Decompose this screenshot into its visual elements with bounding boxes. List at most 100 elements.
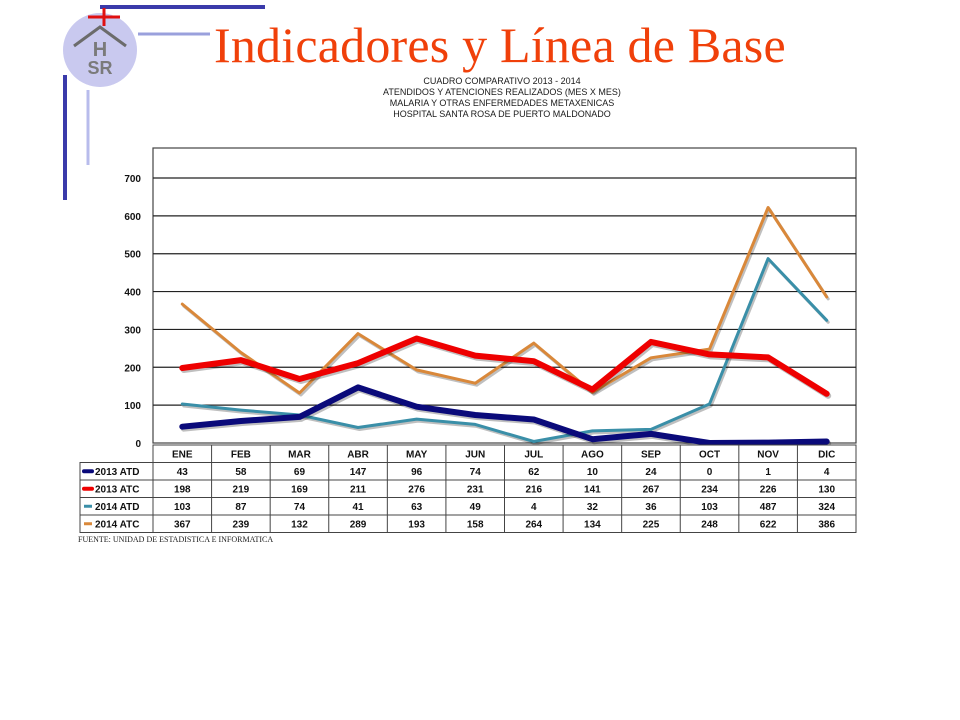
data-point-2014-atd-dic — [826, 319, 828, 321]
table-cell-2013-atc-nov: 226 — [760, 485, 777, 496]
data-point-2013-atd-feb — [240, 420, 242, 422]
table-cell-2013-atd-sep: 24 — [645, 467, 657, 478]
data-point-2014-atd-abr — [357, 427, 359, 428]
table-row — [79, 497, 857, 516]
x-tick-label-jul: JUL — [524, 450, 543, 461]
data-point-2013-atd-nov — [767, 442, 769, 444]
roof-icon — [73, 25, 127, 48]
table-cell-2013-atd-mar: 69 — [294, 467, 306, 478]
table-cell-2014-atc-ene: 367 — [174, 520, 191, 531]
table-cell-2013-atd-dic: 4 — [824, 467, 830, 478]
data-point-2013-atc-sep — [650, 341, 652, 343]
table-cell-2014-atd-feb: 87 — [235, 502, 247, 513]
data-point-2013-atc-feb — [240, 359, 242, 361]
table-cell-2014-atd-nov: 487 — [760, 502, 777, 513]
table-cell-2013-atc-mar: 169 — [291, 485, 308, 496]
x-tick-label-ene: ENE — [172, 450, 193, 461]
x-tick-label-feb: FEB — [231, 450, 251, 461]
x-tick-label-nov: NOV — [757, 450, 779, 461]
legend-label-2014-atc: 2014 ATC — [95, 520, 139, 531]
data-point-2014-atd-feb — [240, 409, 242, 411]
red-cross-icon — [88, 8, 120, 26]
data-point-2014-atc-nov — [767, 207, 769, 208]
chart-title-line-2: ATENDIDOS Y ATENCIONES REALIZADOS (MES X… — [383, 87, 621, 97]
table-cell-2014-atc-mar: 132 — [291, 520, 308, 531]
y-tick-label-300: 300 — [124, 325, 141, 336]
table-cell-2014-atd-sep: 36 — [645, 502, 657, 513]
table-cell-2014-atc-sep: 225 — [643, 520, 660, 531]
x-tick-label-mar: MAR — [288, 450, 312, 461]
table-cell-2014-atc-nov: 622 — [760, 520, 777, 531]
series-line-2014-atc — [180, 206, 829, 395]
data-point-2013-atd-oct — [709, 442, 710, 444]
x-tick-label-oct: OCT — [699, 450, 720, 461]
y-tick-label-600: 600 — [124, 212, 141, 223]
table-cell-2013-atc-feb: 219 — [233, 485, 250, 496]
table-cell-2014-atc-dic: 386 — [818, 520, 835, 531]
y-tick-label-400: 400 — [124, 288, 141, 299]
table-cell-2014-atd-jul: 4 — [531, 502, 537, 513]
plot-area — [152, 147, 857, 444]
data-point-2013-atd-jun — [474, 414, 476, 416]
data-point-2014-atd-ene — [181, 403, 183, 405]
data-point-2014-atd-jun — [474, 423, 476, 425]
table-cell-2013-atc-sep: 267 — [643, 485, 660, 496]
series-line-2013-atd — [179, 384, 830, 446]
table-cell-2013-atc-abr: 211 — [350, 485, 367, 496]
data-point-2013-atc-ene — [181, 367, 183, 369]
data-point-2013-atd-abr — [357, 386, 359, 388]
data-point-2013-atc-mar — [299, 378, 300, 380]
table-cell-2013-atd-abr: 147 — [350, 467, 367, 478]
data-point-2014-atc-feb — [240, 352, 242, 353]
data-point-2013-atd-ago — [591, 438, 593, 440]
table-row — [79, 462, 857, 481]
table-cell-2013-atd-ago: 10 — [587, 467, 599, 478]
data-point-2013-atc-ago — [591, 389, 593, 391]
chart-title-line-1: CUADRO COMPARATIVO 2013 - 2014 — [423, 76, 581, 86]
data-point-2014-atc-oct — [709, 348, 710, 350]
x-tick-label-ago: AGO — [581, 450, 604, 461]
logo-letters-sr: SR — [87, 58, 112, 78]
table-cell-2013-atd-ene: 43 — [177, 467, 189, 478]
legend-label-2014-atd: 2014 ATD — [95, 502, 139, 513]
x-tick-label-sep: SEP — [641, 450, 661, 461]
data-point-2014-atd-nov — [767, 258, 769, 260]
hospital-logo: H SR — [63, 8, 137, 87]
chart-title-block: CUADRO COMPARATIVO 2013 - 2014 ATENDIDOS… — [302, 76, 702, 120]
data-point-2013-atc-may — [416, 338, 418, 339]
x-tick-label-abr: ABR — [347, 450, 369, 461]
table-cell-2014-atc-feb: 239 — [233, 520, 250, 531]
data-point-2014-atc-mar — [299, 392, 300, 394]
data-point-2013-atd-sep — [650, 433, 652, 435]
table-cell-2014-atd-may: 63 — [411, 502, 423, 513]
data-point-2013-atd-jul — [533, 419, 535, 420]
table-cell-2013-atd-nov: 1 — [765, 467, 771, 478]
chart-title-line-3: MALARIA Y OTRAS ENFERMEDADES METAXENICAS — [389, 98, 615, 108]
table-cell-2014-atd-jun: 49 — [470, 502, 482, 513]
legend-label-2013-atd: 2013 ATD — [95, 467, 139, 478]
data-point-2013-atc-dic — [826, 393, 828, 395]
table-cell-2013-atc-oct: 234 — [701, 485, 718, 496]
data-point-2013-atd-may — [416, 406, 418, 408]
y-tick-label-0: 0 — [135, 439, 141, 450]
logo-letter-h: H — [93, 39, 107, 61]
table-cell-2013-atd-jun: 74 — [470, 467, 482, 478]
data-point-2014-atc-abr — [357, 333, 359, 335]
table-cell-2014-atd-ago: 32 — [587, 502, 599, 513]
y-tick-label-500: 500 — [124, 250, 141, 261]
logo-circle — [63, 13, 137, 87]
source-note: FUENTE: UNIDAD DE ESTADISTICA E INFORMAT… — [78, 535, 274, 544]
data-point-2013-atc-jun — [474, 355, 476, 357]
data-point-2014-atc-dic — [826, 296, 828, 298]
table-cell-2014-atc-abr: 289 — [350, 520, 367, 531]
data-point-2014-atd-jul — [533, 441, 535, 442]
table-cell-2013-atc-dic: 130 — [818, 485, 835, 496]
x-tick-label-dic: DIC — [818, 450, 835, 461]
table-cell-2014-atd-ene: 103 — [174, 502, 191, 513]
table-cell-2013-atc-jun: 231 — [467, 485, 484, 496]
y-tick-label-200: 200 — [124, 363, 141, 374]
data-point-2013-atc-abr — [357, 362, 359, 364]
data-point-2014-atd-ago — [591, 430, 593, 432]
